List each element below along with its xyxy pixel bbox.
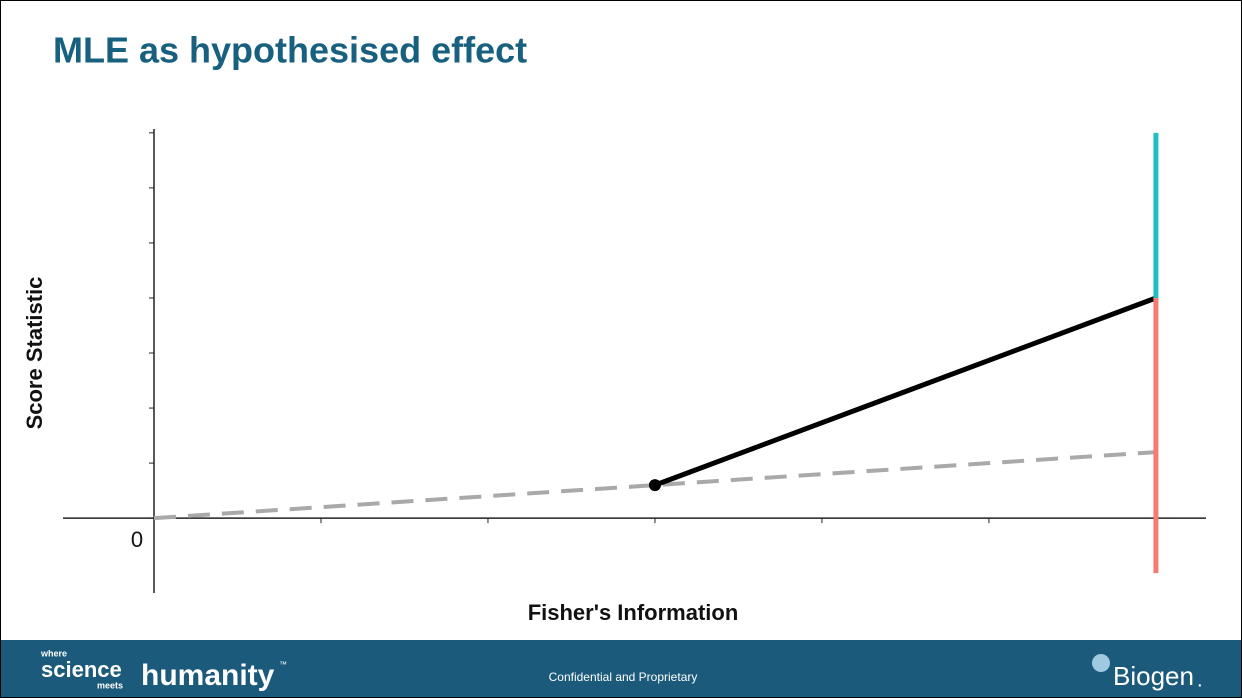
brand-dot: . — [1197, 669, 1203, 691]
origin-label: 0 — [131, 527, 143, 552]
x-axis-label: Fisher's Information — [528, 600, 739, 625]
logo-tm: ™ — [279, 660, 287, 669]
y-axis-label: Score Statistic — [22, 277, 47, 430]
slide-title: MLE as hypothesised effect — [53, 30, 527, 71]
logo-humanity: humanity — [141, 659, 275, 692]
point — [648, 479, 661, 492]
series-line — [153, 450, 1157, 521]
confidential: Confidential and Proprietary — [549, 670, 698, 684]
brand-icon — [1092, 654, 1110, 672]
logo-where: where — [40, 648, 67, 658]
brand: Biogen — [1113, 661, 1194, 691]
logo-meets: meets — [97, 680, 123, 690]
footer-bar — [1, 640, 1241, 697]
series-line — [654, 295, 1157, 488]
logo-science: science — [41, 657, 122, 682]
